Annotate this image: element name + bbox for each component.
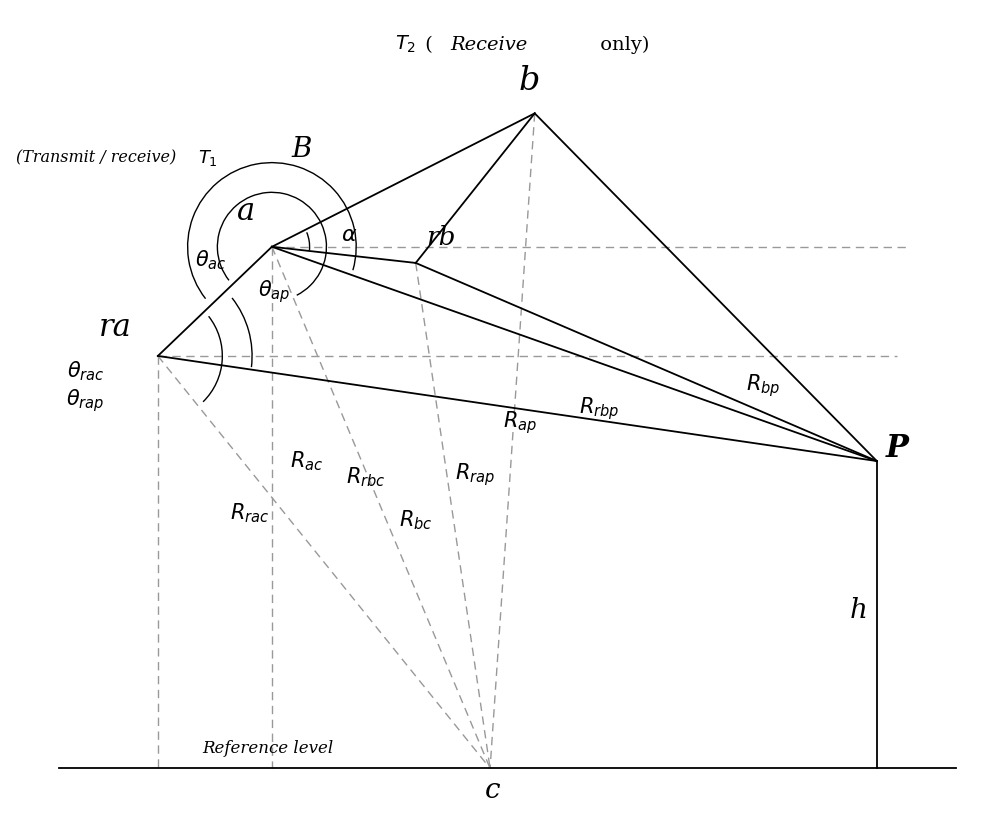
Text: b: b bbox=[519, 65, 540, 97]
Text: $R_{ap}$: $R_{ap}$ bbox=[503, 408, 537, 435]
Text: $R_{bp}$: $R_{bp}$ bbox=[746, 373, 780, 400]
Text: (: ( bbox=[419, 36, 433, 54]
Text: $R_{rap}$: $R_{rap}$ bbox=[455, 462, 495, 489]
Text: c: c bbox=[484, 777, 500, 804]
Text: B: B bbox=[291, 136, 312, 163]
Text: $R_{ac}$: $R_{ac}$ bbox=[290, 449, 323, 473]
Text: a: a bbox=[237, 197, 255, 227]
Text: $R_{bc}$: $R_{bc}$ bbox=[399, 508, 433, 532]
Text: $\theta_{ap}$: $\theta_{ap}$ bbox=[258, 278, 290, 305]
Text: P: P bbox=[885, 434, 908, 464]
Text: only): only) bbox=[594, 35, 650, 54]
Text: Receive: Receive bbox=[450, 36, 528, 54]
Text: Reference level: Reference level bbox=[203, 739, 334, 757]
Text: $\theta_{ac}$: $\theta_{ac}$ bbox=[195, 248, 226, 272]
Text: $\theta_{rac}$: $\theta_{rac}$ bbox=[67, 359, 104, 383]
Text: $R_{rbp}$: $R_{rbp}$ bbox=[579, 395, 619, 422]
Text: $R_{rbc}$: $R_{rbc}$ bbox=[346, 466, 386, 489]
Text: h: h bbox=[850, 597, 868, 624]
Text: rb: rb bbox=[426, 225, 455, 249]
Text: $\theta_{rap}$: $\theta_{rap}$ bbox=[66, 387, 105, 414]
Text: $\alpha$: $\alpha$ bbox=[341, 224, 357, 246]
Text: $R_{rac}$: $R_{rac}$ bbox=[230, 502, 270, 525]
Text: (Transmit / receive): (Transmit / receive) bbox=[16, 150, 176, 167]
Text: $T_2$: $T_2$ bbox=[395, 34, 416, 56]
Text: ra: ra bbox=[99, 312, 132, 343]
Text: $T_1$: $T_1$ bbox=[198, 148, 217, 167]
